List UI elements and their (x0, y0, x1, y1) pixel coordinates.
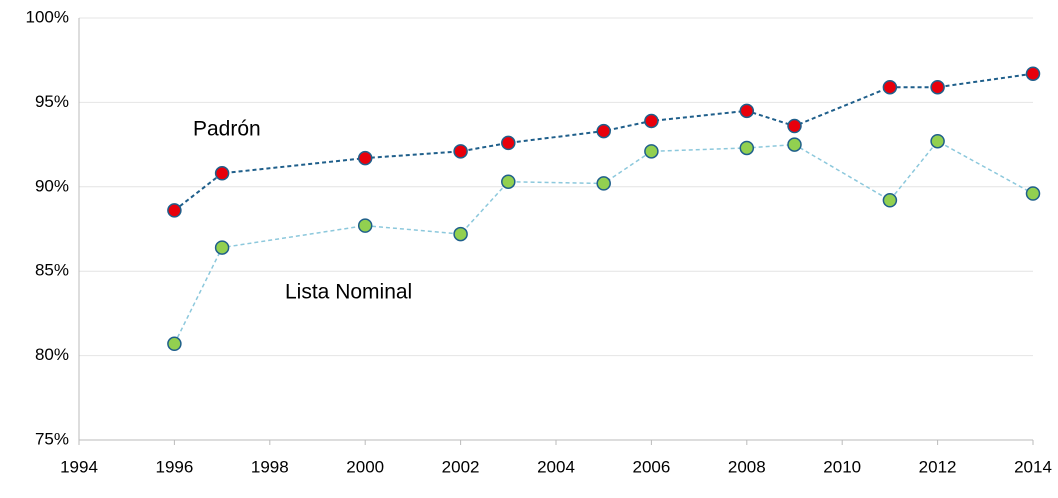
data-point (357, 150, 373, 166)
data-point (167, 203, 182, 218)
x-tick-label: 2000 (346, 457, 384, 476)
x-tick-label: 2010 (823, 457, 861, 476)
data-point (930, 133, 945, 149)
data-point (453, 144, 468, 159)
y-tick-label: 95% (35, 92, 69, 111)
data-point (1025, 186, 1041, 201)
data-point (214, 240, 230, 255)
data-point (787, 118, 802, 134)
x-tick-label: 1994 (60, 457, 98, 476)
data-point (501, 174, 516, 189)
y-tick-label: 80% (35, 345, 69, 364)
x-tick-label: 2012 (919, 457, 957, 476)
data-point (739, 103, 755, 119)
data-point (453, 226, 468, 242)
series-line (173, 72, 1034, 212)
data-point (787, 137, 802, 152)
x-tick-label: 2008 (728, 457, 766, 476)
data-point (501, 135, 516, 151)
x-tick-label: 1998 (251, 457, 289, 476)
data-point (167, 336, 182, 352)
data-point (644, 144, 659, 159)
data-point (357, 218, 373, 233)
y-tick-label: 75% (35, 429, 69, 448)
series-label: Padrón (193, 118, 261, 141)
x-tick-label: 1996 (155, 457, 193, 476)
x-tick-label: 2004 (537, 457, 575, 476)
data-point (1025, 66, 1041, 81)
data-point (596, 176, 611, 191)
x-tick-label: 2002 (442, 457, 480, 476)
x-tick-label: 2014 (1014, 457, 1052, 476)
y-tick-label: 90% (35, 176, 69, 195)
data-point (882, 79, 898, 95)
data-point (644, 113, 659, 129)
data-point (214, 166, 230, 181)
data-point (596, 123, 611, 139)
x-tick-label: 2006 (632, 457, 670, 476)
y-tick-label: 85% (35, 261, 69, 280)
data-point (882, 193, 898, 208)
series-line (173, 140, 1034, 345)
data-point (739, 140, 755, 156)
data-point (930, 79, 945, 95)
series-label: Lista Nominal (285, 281, 412, 304)
y-tick-label: 100% (26, 7, 69, 26)
